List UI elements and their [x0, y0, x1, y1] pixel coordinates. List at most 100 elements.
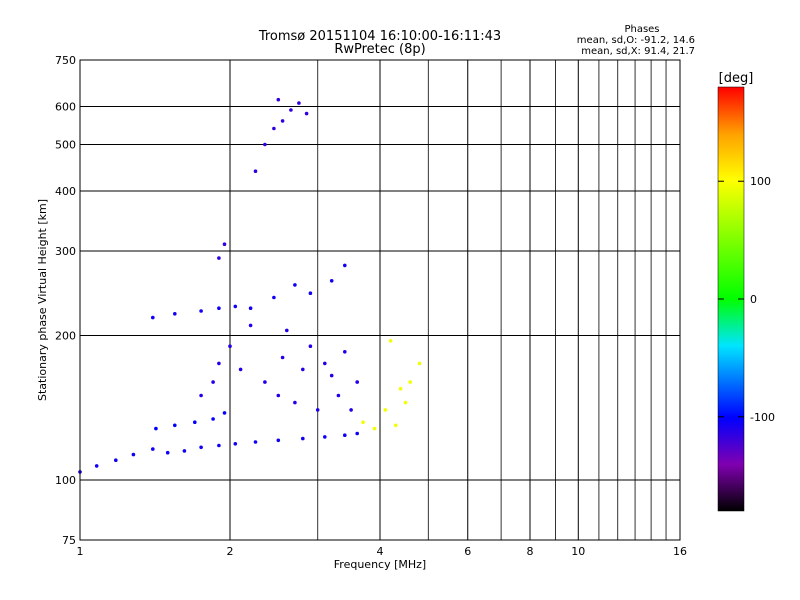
data-point: 2.8 MHz, 122 km [301, 436, 305, 441]
data-point: 1.4 MHz, 218 km [151, 315, 155, 320]
data-point: 1.7 MHz, 132 km [193, 420, 197, 425]
data-point: 2.5 MHz, 620 km [276, 97, 281, 102]
data-point: 1.85 MHz, 134 km [211, 417, 215, 421]
data-point: 3.5 MHz, 140 km [349, 408, 353, 412]
data-point: 2.55 MHz, 180 km [280, 355, 285, 360]
y-tick-label: 75 [62, 534, 76, 547]
y-tick-label: 100 [55, 474, 76, 487]
data-point: 1.9 MHz, 228 km [217, 306, 221, 311]
x-axis-label: Frequency [MHz] [334, 558, 426, 571]
data-point: 2.05 MHz, 230 km [233, 304, 238, 309]
data-point: 1.75 MHz, 150 km [199, 393, 203, 398]
data-point: 3.4 MHz, 124 km [343, 433, 347, 438]
data-point: 2.9 MHz, 245 km [308, 291, 313, 296]
chart-title: Tromsø 20151104 16:10:00-16:11:43 [258, 29, 501, 44]
data-point: 1.08 MHz, 107 km [94, 464, 99, 468]
data-point: 3.4 MHz, 185 km [343, 350, 347, 354]
y-tick-label: 400 [55, 185, 76, 198]
colorbar-tick-label: 0 [750, 293, 757, 306]
data-point: 4.4 MHz, 155 km [398, 386, 403, 391]
data-point: 2.55 MHz, 560 km [280, 119, 285, 123]
data-point: 1.18 MHz, 110 km [114, 458, 118, 463]
x-tick-label: 10 [571, 545, 585, 558]
data-point: 1.4 MHz, 116 km [151, 447, 155, 451]
data-point: 2.8 MHz, 170 km [301, 367, 305, 372]
data-point: 3.2 MHz, 260 km [329, 279, 334, 283]
data-point: 2.25 MHz, 440 km [253, 169, 258, 173]
data-point: 4.8 MHz, 175 km [417, 361, 422, 366]
data-point: 3.1 MHz, 123 km [323, 435, 327, 439]
data-point: 1.5 MHz, 114 km [165, 450, 170, 455]
y-tick-labels: 75 100 200 300 400 500 600 750 [55, 54, 76, 547]
data-point: 3.9 MHz, 128 km [372, 426, 377, 431]
x-tick-label: 16 [673, 545, 687, 558]
colorbar-label: [deg] [719, 71, 754, 86]
y-tick-label: 200 [55, 330, 76, 343]
data-point: 4.3 MHz, 130 km [393, 423, 398, 428]
data-point: 2.6 MHz, 205 km [285, 328, 289, 333]
y-tick-label: 300 [55, 245, 76, 258]
data-point: 2.45 MHz, 240 km [272, 295, 276, 300]
data-point: 2.7 MHz, 255 km [293, 283, 297, 287]
data-point: 2.1 MHz, 170 km [238, 367, 243, 372]
data-point: 2.2 MHz, 210 km [248, 323, 253, 328]
data-point: 4.1 MHz, 140 km [383, 408, 388, 412]
y-tick-label: 750 [55, 54, 76, 67]
data-point: 3.3 MHz, 150 km [336, 393, 341, 398]
data-point: 1.55 MHz, 130 km [173, 423, 177, 428]
data-point: 1.62 MHz, 115 km [182, 449, 187, 453]
data-point: 2.5 MHz, 121 km [276, 438, 281, 443]
y-tick-label: 600 [55, 101, 76, 114]
data-point: 2.2 MHz, 228 km [248, 306, 253, 311]
data-point: 3.2 MHz, 165 km [329, 373, 334, 378]
grid-lines [80, 60, 680, 540]
data-point: 3.6 MHz, 125 km [355, 431, 360, 436]
data-point: 2.75 MHz, 610 km [297, 101, 301, 105]
x-tick-label: 6 [464, 545, 471, 558]
data-point: 4.2 MHz, 195 km [388, 339, 393, 343]
data-point: 1.9 MHz, 118 km [217, 443, 221, 448]
data-point: 2.45 MHz, 540 km [272, 126, 276, 131]
chart-subtitle: RwPretec (8p) [334, 42, 425, 57]
data-point: 4.6 MHz, 160 km [408, 380, 413, 384]
data-point: 2.85 MHz, 580 km [304, 111, 309, 116]
x-tick-label: 4 [377, 545, 384, 558]
data-point: 2.9 MHz, 190 km [308, 344, 313, 349]
data-point: 3 MHz, 140 km [315, 408, 320, 412]
data-point: 4.5 MHz, 145 km [403, 400, 408, 405]
data-point: 1.75 MHz, 225 km [199, 309, 203, 313]
data-point: 2.7 MHz, 145 km [293, 400, 297, 405]
data-point: 2.05 MHz, 119 km [233, 442, 238, 446]
phase-stats-x: mean, sd,X: 91.4, 21.7 [581, 46, 695, 57]
data-point: 1.28 MHz, 113 km [131, 452, 136, 457]
data-point: 1.75 MHz, 117 km [199, 445, 203, 450]
data-point: 2.25 MHz, 120 km [253, 440, 258, 444]
phase-stats-o: mean, sd,O: -91.2, 14.6 [577, 35, 695, 46]
data-point: 2.65 MHz, 590 km [289, 108, 293, 112]
data-points: 1 MHz, 104 km1.08 MHz, 107 km1.18 MHz, 1… [78, 97, 422, 474]
colorbar-tick-label: -100 [750, 411, 775, 424]
data-point: 2.35 MHz, 160 km [263, 380, 267, 384]
data-point: 1.95 MHz, 138 km [222, 411, 227, 415]
x-tick-labels: 1 2 4 6 8 10 16 [77, 545, 688, 558]
colorbar-tick-label: 100 [750, 175, 771, 188]
data-point: 3.4 MHz, 280 km [343, 263, 347, 268]
data-point: 1.42 MHz, 128 km [154, 426, 158, 431]
data-point: 2.35 MHz, 500 km [263, 142, 267, 147]
data-point: 2 MHz, 190 km [228, 344, 232, 349]
data-point: 3.7 MHz, 132 km [361, 420, 365, 425]
data-point: 1.85 MHz, 160 km [211, 380, 215, 384]
colorbar-ticks: -100 0 100 [718, 175, 775, 424]
x-tick-label: 8 [527, 545, 534, 558]
x-tick-label: 2 [227, 545, 234, 558]
data-point: 1.9 MHz, 290 km [217, 256, 221, 260]
plot-frame [79, 59, 681, 541]
y-tick-label: 500 [55, 139, 76, 152]
x-tick-label: 1 [77, 545, 84, 558]
y-axis-label: Stationary phase Virtual Height [km] [36, 199, 49, 401]
data-point: 1.95 MHz, 310 km [222, 242, 227, 246]
data-point: 1.9 MHz, 175 km [217, 361, 221, 366]
data-point: 3.6 MHz, 160 km [355, 380, 360, 384]
phase-stats-title: Phases [624, 24, 659, 35]
